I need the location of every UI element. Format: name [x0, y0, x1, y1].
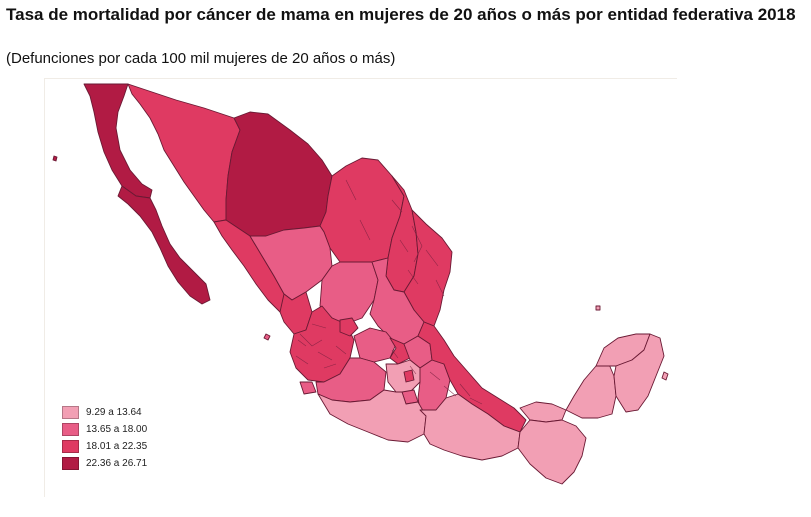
- state-baja-california-sur[interactable]: [117, 185, 211, 305]
- state-quintana-roo[interactable]: [613, 333, 665, 413]
- legend-label: 9.29 a 13.64: [86, 406, 142, 418]
- legend-label: 13.65 a 18.00: [86, 423, 148, 435]
- legend-item: 22.36 a 26.71: [62, 455, 182, 471]
- state-aguascalientes[interactable]: [339, 317, 359, 337]
- municipal-lines-west: [295, 323, 347, 369]
- legend-swatch: [62, 422, 79, 436]
- legend-swatch: [62, 456, 79, 470]
- legend-swatch: [62, 405, 79, 419]
- state-guerrero[interactable]: [317, 389, 427, 443]
- island-gulf: [595, 305, 601, 311]
- state-baja-california[interactable]: [83, 83, 153, 199]
- state-mexico[interactable]: [385, 359, 421, 393]
- legend-item: 13.65 a 18.00: [62, 421, 182, 437]
- legend-label: 18.01 a 22.35: [86, 440, 148, 452]
- municipal-lines-center: [391, 349, 483, 405]
- island-cozumel: [661, 371, 669, 381]
- legend-item: 18.01 a 22.35: [62, 438, 182, 454]
- state-colima[interactable]: [299, 381, 317, 395]
- map-legend: 9.29 a 13.64 13.65 a 18.00 18.01 a 22.35 22…: [62, 404, 182, 472]
- state-campeche[interactable]: [565, 361, 617, 419]
- state-chihuahua[interactable]: [225, 111, 333, 237]
- legend-label: 22.36 a 26.71: [86, 457, 148, 469]
- legend-item: 9.29 a 13.64: [62, 404, 182, 420]
- municipal-lines-east: [345, 179, 445, 297]
- legend-swatch: [62, 439, 79, 453]
- state-chiapas[interactable]: [517, 419, 587, 485]
- state-ciudad-de-mexico[interactable]: [403, 369, 415, 383]
- island-guadalupe: [52, 155, 58, 162]
- island-pacific: [263, 333, 271, 341]
- state-tabasco[interactable]: [519, 401, 567, 423]
- page-title: Tasa de mortalidad por cáncer de mama en…: [6, 5, 796, 24]
- page-subtitle: (Defunciones por cada 100 mil mujeres de…: [6, 50, 396, 67]
